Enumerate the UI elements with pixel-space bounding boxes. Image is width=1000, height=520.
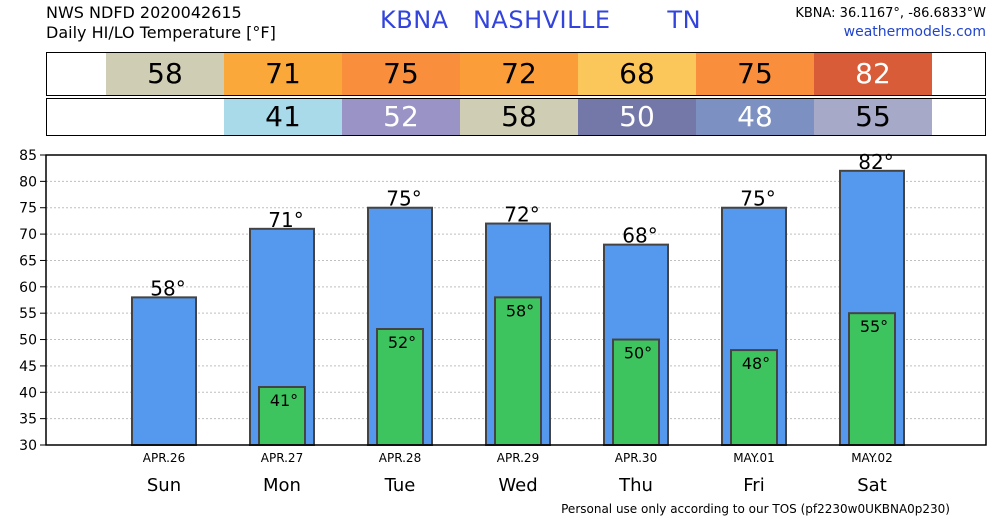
day-label: Thu <box>618 475 653 496</box>
tos-footer: Personal use only according to our TOS (… <box>561 502 950 516</box>
high-temp-cell: 75 <box>342 53 460 95</box>
plot-frame <box>45 154 987 446</box>
high-temp-cell: 82 <box>814 53 932 95</box>
high-temp-cell: 72 <box>460 53 578 95</box>
high-temp-bar <box>131 296 197 447</box>
low-temp-bar <box>494 296 542 447</box>
y-tick-label: 40 <box>19 385 37 401</box>
high-temp-label: 68° <box>622 224 657 248</box>
y-tick-label: 45 <box>19 359 37 375</box>
low-temp-cell: 50 <box>578 99 696 135</box>
y-tick-label: 30 <box>19 438 37 454</box>
date-label: APR.28 <box>379 451 421 465</box>
station-title: KBNA NASHVILLE TN <box>380 6 702 34</box>
low-temp-strip: 41 52 58 50 48 55 <box>46 98 986 136</box>
date-label: APR.27 <box>261 451 303 465</box>
y-tick-label: 65 <box>19 253 37 269</box>
site-link[interactable]: weathermodels.com <box>843 24 986 40</box>
high-temp-cell: 75 <box>696 53 814 95</box>
low-temp-cell: 52 <box>342 99 460 135</box>
low-temp-bar <box>730 349 778 446</box>
y-tick-label: 50 <box>19 333 37 349</box>
high-temp-label: 72° <box>504 203 539 227</box>
day-label: Mon <box>263 475 301 496</box>
chart-header-right: KBNA: 36.1167°, -86.6833°W weathermodels… <box>795 4 986 42</box>
product-label: Daily HI/LO Temperature [°F] <box>46 23 276 42</box>
low-temp-cell: 48 <box>696 99 814 135</box>
high-temp-label: 58° <box>150 276 185 300</box>
high-temp-label: 75° <box>740 187 775 211</box>
day-label: Fri <box>743 475 764 496</box>
run-label: NWS NDFD 2020042615 <box>46 3 242 22</box>
date-label: MAY.02 <box>851 451 893 465</box>
low-temp-cell <box>106 99 224 135</box>
high-temp-label: 71° <box>268 208 303 232</box>
high-temp-cell: 58 <box>106 53 224 95</box>
date-label: APR.26 <box>143 451 185 465</box>
y-tick-label: 60 <box>19 280 37 296</box>
y-tick-label: 85 <box>19 148 37 164</box>
low-temp-label: 48° <box>742 354 770 373</box>
y-tick-label: 55 <box>19 306 37 322</box>
high-temp-strip: 58 71 75 72 68 75 82 <box>46 52 986 96</box>
low-temp-label: 55° <box>860 317 888 336</box>
low-temp-label: 50° <box>624 344 652 363</box>
date-label: APR.30 <box>615 451 657 465</box>
high-temp-label: 75° <box>386 187 421 211</box>
y-tick-label: 35 <box>19 412 37 428</box>
low-temp-label: 58° <box>506 301 534 320</box>
y-tick-label: 70 <box>19 227 37 243</box>
low-temp-label: 41° <box>270 391 298 410</box>
day-label: Wed <box>498 475 537 496</box>
high-temp-cell: 68 <box>578 53 696 95</box>
low-temp-cell: 55 <box>814 99 932 135</box>
low-temp-cell: 41 <box>224 99 342 135</box>
low-temp-bar <box>848 312 896 446</box>
day-label: Tue <box>384 475 416 496</box>
high-temp-cell: 71 <box>224 53 342 95</box>
low-temp-label: 52° <box>388 333 416 352</box>
chart-header-left: NWS NDFD 2020042615 Daily HI/LO Temperat… <box>46 3 276 43</box>
station-coords: KBNA: 36.1167°, -86.6833°W <box>795 6 986 21</box>
y-tick-label: 80 <box>19 174 37 190</box>
date-label: APR.29 <box>497 451 539 465</box>
day-label: Sun <box>147 475 181 496</box>
date-label: MAY.01 <box>733 451 775 465</box>
low-temp-cell: 58 <box>460 99 578 135</box>
low-temp-bar <box>376 328 424 446</box>
y-tick-label: 75 <box>19 201 37 217</box>
day-label: Sat <box>857 475 887 496</box>
high-temp-label: 82° <box>858 150 893 174</box>
